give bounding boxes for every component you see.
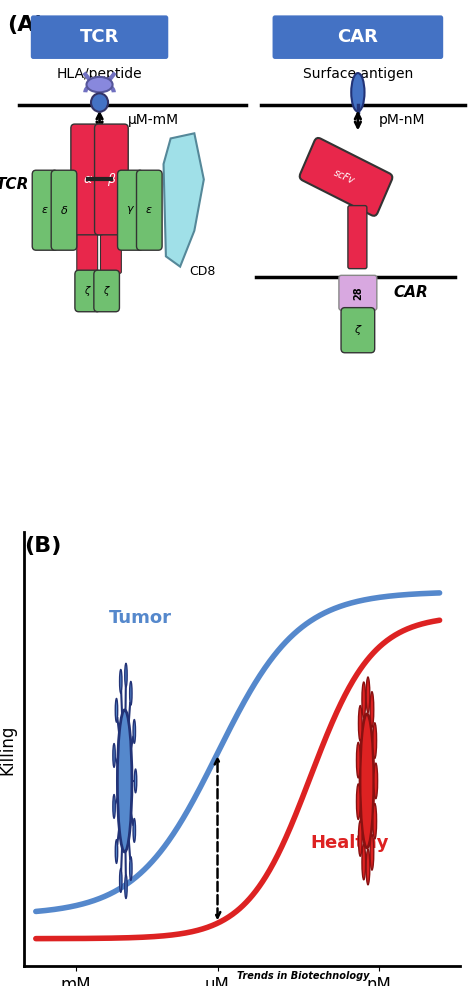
Circle shape: [360, 714, 374, 848]
Circle shape: [370, 692, 374, 728]
Text: $\varepsilon$: $\varepsilon$: [41, 205, 49, 215]
FancyBboxPatch shape: [32, 171, 58, 250]
FancyBboxPatch shape: [348, 206, 367, 268]
Text: HLA/peptide: HLA/peptide: [57, 67, 142, 81]
Text: pM-nM: pM-nM: [379, 113, 426, 127]
FancyBboxPatch shape: [118, 171, 143, 250]
Text: $\gamma$: $\gamma$: [126, 204, 135, 216]
Text: Surface antigen: Surface antigen: [303, 67, 413, 81]
FancyBboxPatch shape: [137, 171, 162, 250]
Circle shape: [358, 706, 362, 741]
Text: Healthy: Healthy: [310, 834, 389, 852]
Circle shape: [113, 743, 115, 767]
Circle shape: [129, 857, 132, 880]
Ellipse shape: [351, 73, 365, 111]
Circle shape: [115, 840, 118, 864]
Circle shape: [356, 784, 360, 819]
Circle shape: [370, 834, 374, 870]
FancyBboxPatch shape: [95, 124, 128, 235]
FancyBboxPatch shape: [77, 224, 98, 273]
Y-axis label: Killing: Killing: [0, 724, 17, 775]
Text: $\zeta$: $\zeta$: [84, 284, 91, 298]
Circle shape: [119, 869, 122, 892]
FancyBboxPatch shape: [75, 270, 100, 312]
Text: TCR: TCR: [80, 28, 119, 46]
Circle shape: [366, 849, 370, 884]
Text: $\alpha$: $\alpha$: [82, 173, 93, 186]
FancyBboxPatch shape: [51, 171, 77, 250]
Circle shape: [125, 875, 127, 898]
Circle shape: [125, 664, 127, 687]
Text: $\zeta$: $\zeta$: [354, 323, 362, 337]
Circle shape: [362, 844, 365, 880]
FancyBboxPatch shape: [71, 124, 104, 235]
Text: Tumor: Tumor: [109, 609, 172, 627]
Polygon shape: [164, 133, 204, 266]
Text: CD8: CD8: [190, 265, 216, 278]
FancyBboxPatch shape: [31, 16, 168, 59]
Text: Trends in Biotechnology: Trends in Biotechnology: [237, 971, 370, 981]
FancyBboxPatch shape: [100, 224, 121, 273]
Circle shape: [133, 720, 136, 743]
Circle shape: [362, 682, 365, 718]
Text: 28: 28: [353, 286, 363, 300]
Circle shape: [358, 820, 362, 856]
FancyBboxPatch shape: [300, 138, 392, 216]
Circle shape: [134, 769, 137, 793]
Circle shape: [129, 681, 132, 705]
Text: $\delta$: $\delta$: [60, 204, 68, 216]
Ellipse shape: [87, 77, 113, 93]
FancyBboxPatch shape: [273, 16, 443, 59]
Circle shape: [133, 818, 136, 842]
Text: CAR: CAR: [337, 28, 378, 46]
FancyBboxPatch shape: [341, 308, 374, 353]
Circle shape: [356, 742, 360, 778]
Text: $\varepsilon$: $\varepsilon$: [146, 205, 153, 215]
Text: $\beta$: $\beta$: [107, 171, 116, 188]
Text: $\zeta$: $\zeta$: [103, 284, 110, 298]
Circle shape: [366, 677, 370, 713]
Circle shape: [119, 669, 122, 693]
Circle shape: [374, 763, 378, 799]
Circle shape: [118, 710, 132, 852]
Text: scFv: scFv: [332, 168, 356, 186]
FancyBboxPatch shape: [94, 270, 119, 312]
Circle shape: [91, 94, 108, 111]
Circle shape: [373, 804, 377, 839]
Text: TCR: TCR: [0, 177, 28, 192]
Circle shape: [113, 795, 115, 818]
Circle shape: [373, 723, 377, 758]
Text: (B): (B): [25, 536, 62, 556]
Circle shape: [115, 698, 118, 722]
Text: μM-mM: μM-mM: [128, 113, 179, 127]
Text: (A): (A): [7, 16, 45, 35]
Text: CAR: CAR: [393, 285, 428, 301]
FancyBboxPatch shape: [339, 275, 377, 311]
